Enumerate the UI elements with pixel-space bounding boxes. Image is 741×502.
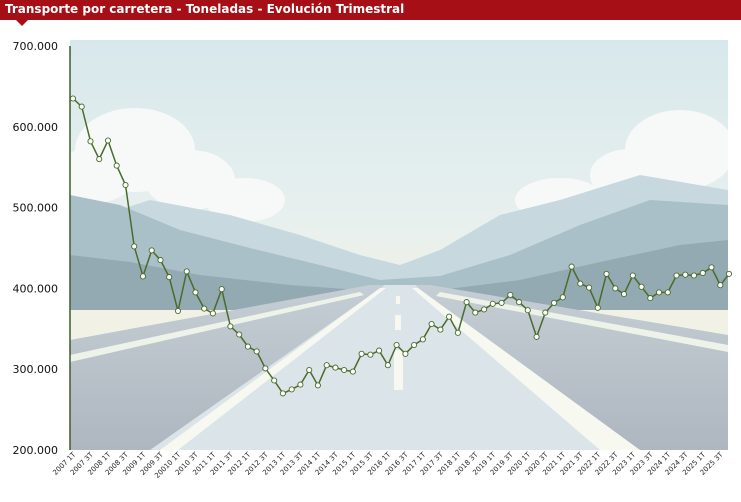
data-point: [682, 271, 689, 278]
data-point: [87, 138, 94, 145]
data-point: [612, 285, 619, 292]
data-point: [559, 294, 566, 301]
data-point: [236, 331, 243, 338]
data-point: [349, 368, 356, 375]
data-point: [201, 305, 208, 312]
data-point: [384, 362, 391, 369]
data-point: [139, 273, 147, 280]
data-point: [306, 366, 313, 374]
data-point: [157, 257, 164, 264]
data-point: [647, 295, 654, 302]
data-point: [594, 304, 601, 311]
data-point: [166, 274, 173, 281]
data-point: [533, 333, 540, 340]
data-point: [699, 269, 706, 277]
data-point: [454, 329, 461, 336]
data-point: [524, 307, 531, 314]
y-tick-label: 700.000: [13, 40, 59, 53]
data-point: [577, 280, 584, 287]
data-point: [673, 272, 680, 279]
data-point: [192, 289, 199, 296]
data-point: [314, 382, 321, 389]
data-point: [629, 272, 636, 279]
data-point: [209, 310, 216, 317]
data-point: [620, 291, 628, 298]
data-point: [279, 390, 286, 397]
data-point: [297, 381, 304, 388]
data-point: [411, 341, 418, 349]
data-point: [78, 103, 85, 110]
data-point: [516, 299, 523, 306]
data-point: [419, 336, 426, 343]
data-point: [586, 284, 593, 291]
data-point: [717, 282, 724, 289]
data-point: [481, 306, 488, 313]
data-point: [174, 307, 182, 315]
data-point: [253, 348, 260, 355]
data-point: [446, 313, 453, 320]
data-point: [542, 309, 549, 316]
data-point: [227, 323, 234, 330]
data-point: [393, 341, 400, 349]
data-point: [655, 289, 663, 296]
data-point: [96, 156, 103, 163]
data-point: [69, 95, 77, 102]
data-point: [323, 362, 330, 369]
y-tick-label: 300.000: [13, 363, 59, 376]
data-point: [568, 263, 575, 270]
data-point: [367, 351, 374, 358]
title-tab: [16, 20, 28, 26]
y-tick-labels: 200.000 300.000 400.000 500.000 600.000 700.0…: [13, 40, 59, 457]
data-point: [218, 286, 225, 293]
data-point: [288, 386, 295, 393]
data-point: [472, 309, 479, 316]
data-point: [358, 350, 365, 357]
data-point: [664, 289, 671, 296]
data-point: [104, 137, 112, 144]
data-point: [332, 364, 339, 371]
background-illustration: [70, 40, 728, 450]
data-point: [498, 299, 505, 306]
data-point: [402, 350, 409, 357]
data-point: [122, 181, 129, 189]
data-point: [113, 162, 120, 169]
series-path: [72, 97, 730, 395]
y-tick-label: 600.000: [13, 121, 59, 134]
data-point: [725, 270, 733, 277]
data-point: [131, 243, 138, 250]
data-point: [244, 343, 251, 350]
data-point: [341, 366, 348, 374]
data-point: [262, 365, 269, 372]
data-point: [507, 291, 514, 298]
data-point: [690, 272, 698, 279]
title-bar: Transporte por carretera - Toneladas - E…: [0, 0, 741, 20]
data-point: [603, 270, 610, 277]
data-point: [489, 300, 496, 307]
data-point: [376, 347, 383, 354]
data-point: [428, 320, 435, 328]
series-line: [69, 95, 733, 397]
y-tick-label: 400.000: [13, 282, 59, 295]
data-point: [183, 268, 190, 275]
data-point: [271, 377, 278, 384]
data-point: [463, 299, 470, 306]
y-tick-label: 200.000: [13, 444, 59, 457]
data-point: [148, 247, 155, 254]
data-point: [638, 283, 645, 290]
y-tick-label: 500.000: [13, 202, 59, 215]
data-point: [437, 326, 444, 333]
chart-title: Transporte por carretera - Toneladas - E…: [5, 2, 405, 16]
data-point: [708, 264, 715, 271]
data-point: [551, 299, 558, 306]
